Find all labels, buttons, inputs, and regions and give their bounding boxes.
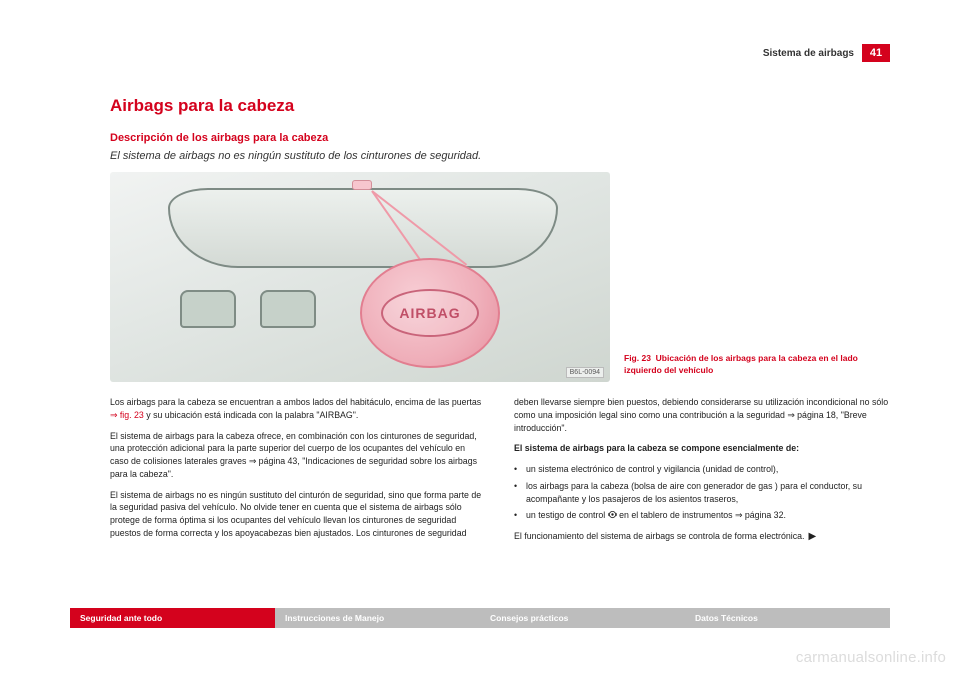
ceiling-light-shape bbox=[352, 180, 372, 190]
para-heading: El sistema de airbags para la cabeza se … bbox=[514, 442, 890, 455]
figure-caption-body: Ubicación de los airbags para la cabeza … bbox=[624, 353, 858, 374]
list-item: un testigo de control en el tablero de i… bbox=[514, 509, 890, 522]
footer-tab: Datos Técnicos bbox=[685, 608, 890, 628]
headrest-shape bbox=[260, 290, 316, 328]
section-title: Sistema de airbags bbox=[763, 48, 854, 59]
airbag-label: AIRBAG bbox=[381, 289, 479, 337]
para: El sistema de airbags para la cabeza ofr… bbox=[110, 430, 486, 481]
headrest-shape bbox=[180, 290, 236, 328]
content: Airbags para la cabeza Descripción de lo… bbox=[110, 96, 890, 553]
figure-illustration: AIRBAG B6L-0094 bbox=[110, 172, 610, 382]
footer-tab: Instrucciones de Manejo bbox=[275, 608, 480, 628]
text: en el tablero de instrumentos ⇒ página 3… bbox=[617, 510, 786, 520]
figure-caption-label: Fig. 23 bbox=[624, 353, 651, 363]
bullet-list: un sistema electrónico de control y vigi… bbox=[514, 463, 890, 522]
footer-tab: Consejos prácticos bbox=[480, 608, 685, 628]
footer-tab-active: Seguridad ante todo bbox=[70, 608, 275, 628]
rear-window-shape bbox=[168, 188, 558, 268]
page-number-tab: 41 bbox=[862, 44, 890, 62]
list-item: un sistema electrónico de control y vigi… bbox=[514, 463, 890, 476]
para: El funcionamiento del sistema de airbags… bbox=[514, 530, 890, 545]
figure-caption: Fig. 23 Ubicación de los airbags para la… bbox=[624, 353, 890, 382]
text: El funcionamiento del sistema de airbags… bbox=[514, 531, 804, 541]
footer-nav: Seguridad ante todo Instrucciones de Man… bbox=[70, 608, 890, 628]
text: un testigo de control bbox=[526, 510, 608, 520]
figure-code: B6L-0094 bbox=[566, 367, 604, 378]
figure-row: AIRBAG B6L-0094 Fig. 23 Ubicación de los… bbox=[110, 172, 890, 382]
page-title: Airbags para la cabeza bbox=[110, 96, 890, 116]
figure-ref: ⇒ fig. 23 bbox=[110, 410, 144, 420]
continue-arrow-icon: ▶ bbox=[808, 530, 816, 545]
page-subtitle: Descripción de los airbags para la cabez… bbox=[110, 132, 890, 144]
text: Los airbags para la cabeza se encuentran… bbox=[110, 397, 481, 407]
page: Sistema de airbags 41 Airbags para la ca… bbox=[0, 0, 960, 678]
warning-light-icon bbox=[608, 510, 617, 519]
airbag-callout-circle: AIRBAG bbox=[360, 258, 500, 368]
para: El sistema de airbags no es ningún susti… bbox=[110, 489, 486, 540]
body-columns: Los airbags para la cabeza se encuentran… bbox=[110, 396, 890, 553]
lead-text: El sistema de airbags no es ningún susti… bbox=[110, 150, 890, 162]
para: Los airbags para la cabeza se encuentran… bbox=[110, 396, 486, 422]
page-header: Sistema de airbags 41 bbox=[763, 44, 890, 62]
column-left: Los airbags para la cabeza se encuentran… bbox=[110, 396, 486, 553]
list-item: los airbags para la cabeza (bolsa de air… bbox=[514, 480, 890, 506]
para: deben llevarse siempre bien puestos, deb… bbox=[514, 396, 890, 434]
column-right: deben llevarse siempre bien puestos, deb… bbox=[514, 396, 890, 553]
watermark: carmanualsonline.info bbox=[796, 649, 946, 666]
text: y su ubicación está indicada con la pala… bbox=[144, 410, 359, 420]
